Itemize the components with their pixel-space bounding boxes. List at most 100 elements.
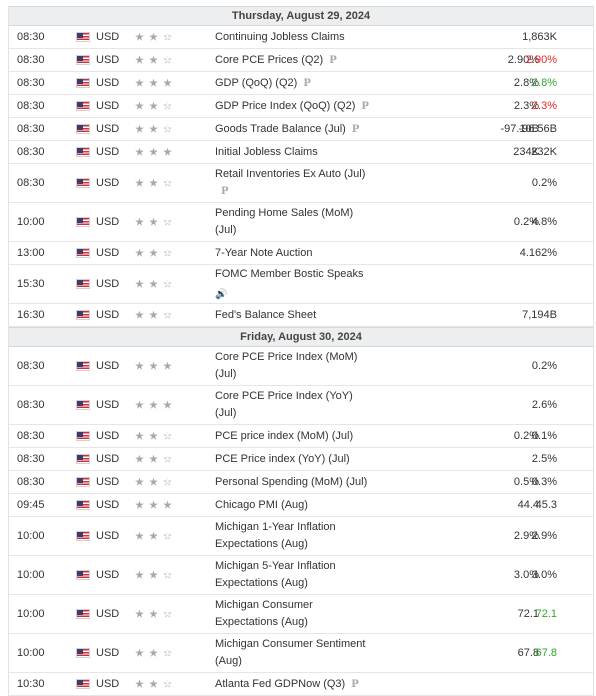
event-name[interactable]: GDP Price Index (QoQ) (Q2) [215, 99, 356, 112]
star-icon [163, 431, 172, 440]
event-name-cell[interactable]: GDP Price Index (QoQ) (Q2) P [215, 95, 375, 117]
event-previous: 4.8% [531, 216, 557, 228]
event-name-cell[interactable]: 7-Year Note Auction [215, 242, 375, 264]
event-name[interactable]: Chicago PMI (Aug) [215, 498, 308, 511]
preliminary-icon[interactable]: P [351, 678, 359, 690]
star-icon [149, 361, 158, 370]
event-name[interactable]: GDP (QoQ) (Q2) [215, 76, 298, 89]
event-name[interactable]: Core PCE Prices (Q2) [215, 53, 324, 66]
event-time: 08:30 [17, 31, 45, 43]
event-row[interactable]: 16:30 USD Fed's Balance Sheet 7,194B [9, 304, 593, 327]
event-name[interactable]: 7-Year Note Auction [215, 246, 313, 259]
event-row[interactable]: 13:00 USD 7-Year Note Auction 4.162% [9, 242, 593, 265]
event-name[interactable]: Core PCE Price Index (MoM) (Jul) [215, 351, 358, 380]
event-name-cell[interactable]: GDP (QoQ) (Q2) P [215, 72, 375, 94]
event-name[interactable]: Michigan 5-Year Inflation Expectations (… [215, 560, 336, 589]
preliminary-icon[interactable]: P [221, 186, 229, 197]
event-name[interactable]: Michigan 1-Year Inflation Expectations (… [215, 521, 336, 550]
event-previous: 7,194B [522, 309, 557, 321]
event-name-cell[interactable]: Fed's Balance Sheet [215, 304, 375, 326]
us-flag-icon [76, 471, 90, 493]
event-row[interactable]: 10:00 USD Michigan Consumer Expectations (… [9, 595, 593, 634]
event-row[interactable]: 10:00 USD Michigan 1-Year Inflation Expect… [9, 517, 593, 556]
event-row[interactable]: 10:00 USD Michigan Consumer Sentiment (Aug… [9, 634, 593, 673]
event-name[interactable]: Atlanta Fed GDPNow (Q3) [215, 677, 346, 690]
event-name-cell[interactable]: PCE Price index (YoY) (Jul) [215, 448, 375, 470]
event-name-cell[interactable]: Continuing Jobless Claims [215, 26, 375, 48]
star-icon [135, 147, 144, 156]
event-row[interactable]: 08:30 USD Goods Trade Balance (Jul) P -97.10… [9, 118, 593, 141]
event-time: 08:30 [17, 146, 45, 158]
event-row[interactable]: 15:30 USD FOMC Member Bostic Speaks 🔊 [9, 265, 593, 304]
importance-stars [135, 448, 185, 470]
star-icon [163, 310, 172, 319]
event-name-cell[interactable]: Atlanta Fed GDPNow (Q3) P [215, 673, 375, 695]
event-name-cell[interactable]: Michigan Consumer Expectations (Aug) [215, 595, 375, 633]
event-time: 10:00 [17, 647, 45, 659]
speaker-icon[interactable]: 🔊 [215, 288, 228, 300]
event-row[interactable]: 08:30 USD Retail Inventories Ex Auto (Jul)… [9, 164, 593, 203]
event-name-cell[interactable]: Michigan 5-Year Inflation Expectations (… [215, 556, 375, 594]
event-currency: USD [96, 647, 120, 659]
star-icon [163, 32, 172, 41]
event-name-cell[interactable]: Pending Home Sales (MoM) (Jul) [215, 203, 375, 241]
event-name-cell[interactable]: FOMC Member Bostic Speaks 🔊 [215, 265, 375, 303]
preliminary-icon[interactable]: P [329, 54, 337, 66]
star-icon [163, 279, 172, 288]
event-currency: USD [96, 678, 120, 690]
event-name[interactable]: Michigan Consumer Expectations (Aug) [215, 599, 313, 628]
event-name[interactable]: Core PCE Price Index (YoY) (Jul) [215, 390, 353, 419]
event-name-cell[interactable]: Retail Inventories Ex Auto (Jul) P [215, 164, 375, 202]
event-currency: USD [96, 476, 120, 488]
event-name-cell[interactable]: Core PCE Price Index (MoM) (Jul) [215, 347, 375, 385]
event-name-cell[interactable]: Core PCE Prices (Q2) P [215, 49, 375, 71]
event-name-cell[interactable]: Core PCE Price Index (YoY) (Jul) [215, 386, 375, 424]
event-row[interactable]: 08:30 USD PCE Price index (YoY) (Jul) 2.5% [9, 448, 593, 471]
event-name[interactable]: PCE price index (MoM) (Jul) [215, 429, 354, 442]
event-name-cell[interactable]: Initial Jobless Claims [215, 141, 375, 163]
event-name[interactable]: PCE Price index (YoY) (Jul) [215, 452, 350, 465]
preliminary-icon[interactable]: P [303, 77, 311, 89]
event-row[interactable]: 08:30 USD PCE price index (MoM) (Jul) 0.2% 0… [9, 425, 593, 448]
event-row[interactable]: 08:30 USD Initial Jobless Claims 234K 232K [9, 141, 593, 164]
event-previous: 2.3% [531, 100, 557, 112]
star-icon [149, 679, 158, 688]
event-row[interactable]: 08:30 USD Continuing Jobless Claims 1,863K [9, 26, 593, 49]
event-name[interactable]: Pending Home Sales (MoM) (Jul) [215, 207, 354, 236]
event-name-cell[interactable]: PCE price index (MoM) (Jul) [215, 425, 375, 447]
event-row[interactable]: 08:30 USD GDP (QoQ) (Q2) P 2.8% 2.8% [9, 72, 593, 95]
star-icon [135, 178, 144, 187]
preliminary-icon[interactable]: P [351, 123, 360, 135]
event-name[interactable]: FOMC Member Bostic Speaks [215, 267, 364, 280]
event-row[interactable]: 10:00 USD Pending Home Sales (MoM) (Jul) 0.… [9, 203, 593, 242]
event-name[interactable]: Initial Jobless Claims [215, 145, 318, 158]
event-row[interactable]: 10:00 USD Michigan 5-Year Inflation Expect… [9, 556, 593, 595]
event-previous: 0.1% [531, 430, 557, 442]
event-row[interactable]: 08:30 USD Core PCE Price Index (MoM) (Jul)… [9, 347, 593, 386]
event-name[interactable]: Goods Trade Balance (Jul) [215, 122, 346, 135]
event-row[interactable]: 09:45 USD Chicago PMI (Aug) 44.4 45.3 [9, 494, 593, 517]
event-row[interactable]: 08:30 USD Core PCE Prices (Q2) P 2.90% 2.90% [9, 49, 593, 72]
event-previous: 2.6% [531, 399, 557, 411]
preliminary-icon[interactable]: P [361, 100, 369, 112]
event-time: 08:30 [17, 123, 45, 135]
event-row[interactable]: 08:30 USD Personal Spending (MoM) (Jul) 0.5… [9, 471, 593, 494]
event-name[interactable]: Michigan Consumer Sentiment (Aug) [215, 638, 366, 667]
importance-stars [135, 141, 185, 163]
event-name-cell[interactable]: Goods Trade Balance (Jul) P [215, 118, 375, 140]
star-icon [135, 648, 144, 657]
star-icon [149, 310, 158, 319]
us-flag-icon [76, 304, 90, 326]
event-name[interactable]: Continuing Jobless Claims [215, 30, 345, 43]
event-name-cell[interactable]: Chicago PMI (Aug) [215, 494, 375, 516]
star-icon [149, 570, 158, 579]
event-name-cell[interactable]: Personal Spending (MoM) (Jul) [215, 471, 375, 493]
event-row[interactable]: 08:30 USD GDP Price Index (QoQ) (Q2) P 2.3% 2… [9, 95, 593, 118]
event-previous: 1,863K [522, 31, 557, 43]
event-name[interactable]: Fed's Balance Sheet [215, 308, 317, 321]
event-name-cell[interactable]: Michigan 1-Year Inflation Expectations (… [215, 517, 375, 555]
event-name[interactable]: Retail Inventories Ex Auto (Jul) [215, 168, 366, 180]
event-name[interactable]: Personal Spending (MoM) (Jul) [215, 475, 368, 488]
event-name-cell[interactable]: Michigan Consumer Sentiment (Aug) [215, 634, 375, 672]
event-row[interactable]: 08:30 USD Core PCE Price Index (YoY) (Jul)… [9, 386, 593, 425]
